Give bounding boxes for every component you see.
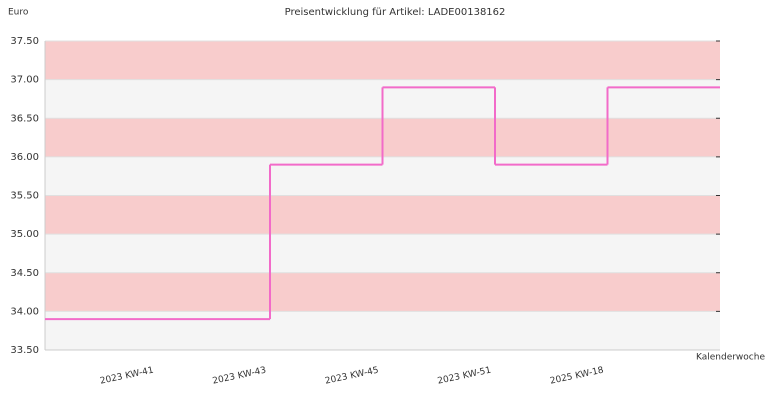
y-tick-label: 34.00 xyxy=(10,306,39,317)
y-tick-label: 37.50 xyxy=(10,36,39,47)
x-axis-title: Kalenderwoche xyxy=(696,353,765,363)
x-tick-label: 2023 KW-43 xyxy=(212,366,267,387)
x-tick-label: 2023 KW-51 xyxy=(437,366,492,387)
grid-band xyxy=(45,41,720,80)
y-tick-label: 35.00 xyxy=(10,229,39,240)
y-tick-label: 34.50 xyxy=(10,268,39,279)
y-tick-label: 33.50 xyxy=(10,345,39,356)
y-tick-label: 36.00 xyxy=(10,152,39,163)
y-axis-title: Euro xyxy=(8,8,29,18)
y-tick-label: 36.50 xyxy=(10,113,39,124)
x-tick-label: 2023 KW-45 xyxy=(324,366,379,387)
grid-band xyxy=(45,234,720,273)
y-tick-label: 35.50 xyxy=(10,191,39,202)
y-tick-label: 37.00 xyxy=(10,75,39,86)
x-tick-label: 2023 KW-41 xyxy=(99,366,154,387)
chart-title: Preisentwicklung für Artikel: LADE001381… xyxy=(285,7,506,18)
grid-band xyxy=(45,195,720,235)
grid-band xyxy=(45,272,720,312)
grid-band xyxy=(45,311,720,350)
x-tick-label: 2025 KW-18 xyxy=(549,366,605,387)
